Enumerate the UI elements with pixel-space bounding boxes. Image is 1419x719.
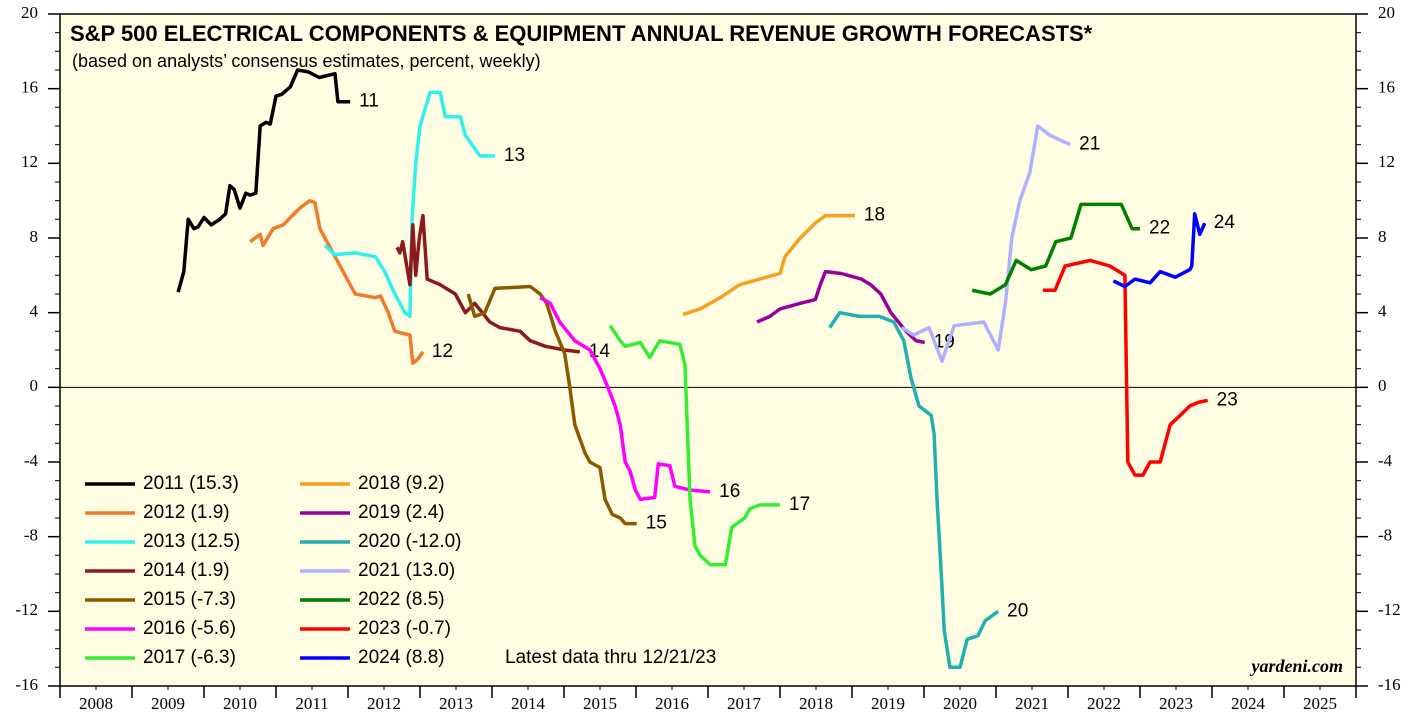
x-tick-label: 2020 [943,694,977,713]
y2-tick-label: 8 [1378,227,1387,246]
legend-label: 2015 (-7.3) [143,589,236,610]
series-line [900,124,1071,363]
y-tick-label: 20 [21,3,38,22]
y2-tick-label: 16 [1378,78,1395,97]
y2-tick-label: -16 [1378,675,1401,694]
y2-tick-label: 0 [1378,376,1387,395]
series-line [395,213,581,354]
x-tick-label: 2025 [1303,694,1337,713]
legend-label: 2023 (-0.7) [358,618,451,639]
end-label: 23 [1217,389,1238,410]
y2-tick-label: 20 [1378,3,1395,22]
legend-label: 2017 (-6.3) [143,647,236,668]
series-line [971,202,1140,296]
series-line [828,310,1000,670]
y-tick-label: 16 [21,78,38,97]
chart-title: S&P 500 ELECTRICAL COMPONENTS & EQUIPMEN… [70,21,1093,46]
x-tick-label: 2015 [583,694,617,713]
y-tick-label: 4 [30,302,39,321]
series-line [1042,258,1209,477]
legend-label: 2024 (8.8) [358,647,445,668]
end-label: 22 [1149,218,1170,239]
y-tick-label: 12 [21,152,38,171]
x-tick-label: 2013 [439,694,473,713]
y-tick-label: -16 [15,675,38,694]
x-tick-label: 2018 [799,694,833,713]
y-tick-label: -8 [24,526,38,545]
legend-label: 2021 (13.0) [358,560,455,581]
legend-label: 2022 (8.5) [358,589,445,610]
legend-label: 2011 (15.3) [143,473,239,494]
series-line [756,269,926,345]
y2-tick-label: -12 [1378,600,1401,619]
x-tick-label: 2021 [1015,694,1049,713]
series-line [539,296,711,502]
legend-label: 2014 (1.9) [143,560,230,581]
legend-label: 2012 (1.9) [143,502,230,523]
series-line [249,198,425,365]
legend-label: 2019 (2.4) [358,502,445,523]
legend-label: 2018 (9.2) [358,473,445,494]
x-tick-label: 2008 [79,694,113,713]
plot-area [59,13,1357,687]
x-tick-label: 2010 [223,694,257,713]
y2-tick-label: -4 [1378,451,1393,470]
x-tick-label: 2014 [511,694,546,713]
legend-label: 2020 (-12.0) [358,531,462,552]
x-tick-label: 2017 [727,694,762,713]
end-label: 13 [504,145,525,166]
x-tick-label: 2011 [295,694,328,713]
x-tick-label: 2022 [1087,694,1121,713]
series-line [466,284,637,526]
y-tick-label: 0 [30,376,39,395]
end-label: 18 [864,205,885,226]
y-tick-label: 8 [30,227,39,246]
end-label: 21 [1079,134,1100,155]
series-line [1112,211,1207,289]
y-tick-label: -4 [24,451,39,470]
series-line [682,213,855,317]
series-line [323,90,495,319]
source: yardeni.com [1250,656,1344,676]
end-label: 11 [359,91,379,112]
y-tick-label: -12 [15,600,38,619]
end-label: 12 [432,341,453,362]
x-tick-label: 2016 [655,694,689,713]
series-line [608,324,780,567]
chart-subtitle: (based on analysts’ consensus estimates,… [72,51,541,71]
end-label: 17 [789,494,810,515]
legend-label: 2013 (12.5) [143,531,240,552]
y2-tick-label: 12 [1378,152,1395,171]
annotation: Latest data thru 12/21/23 [505,647,716,668]
y2-tick-label: -8 [1378,526,1392,545]
x-tick-label: 2012 [367,694,401,713]
end-label: 15 [646,513,667,534]
y2-tick-label: 4 [1378,302,1387,321]
x-tick-label: 2024 [1231,694,1266,713]
series-line [176,68,351,293]
end-label: 20 [1007,600,1028,621]
end-label: 16 [719,481,740,502]
x-tick-label: 2019 [871,694,905,713]
x-tick-label: 2023 [1159,694,1193,713]
x-tick-label: 2009 [151,694,185,713]
legend-label: 2016 (-5.6) [143,618,236,639]
end-label: 24 [1214,212,1236,233]
